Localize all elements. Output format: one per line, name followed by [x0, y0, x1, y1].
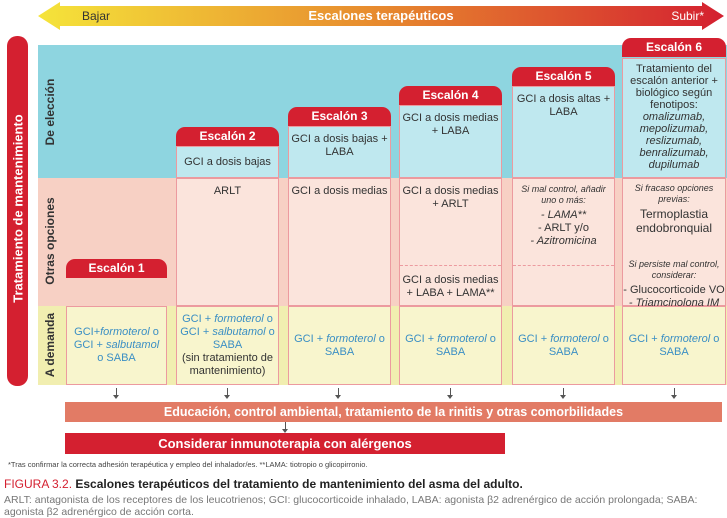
- step-4-demanda: GCI + formoterol o SABA: [399, 306, 502, 385]
- footnote: *Tras confirmar la correcta adhesión ter…: [8, 460, 368, 469]
- step-2-demanda: GCI + formoterol o GCI + salbutamol o SA…: [176, 306, 279, 385]
- step-3-demanda: GCI + formoterol o SABA: [288, 306, 391, 385]
- down-arrow-icon: [224, 388, 230, 399]
- education-bar: Educación, control ambiental, tratamient…: [65, 402, 722, 422]
- step-2-eleccion: GCI a dosis bajas: [176, 146, 279, 178]
- step-4-otras-2: GCI a dosis medias + LABA + LAMA**: [402, 274, 499, 299]
- step-6-demanda: GCI + formoterol o SABA: [622, 306, 726, 385]
- step-5-otras: Si mal control, añadir uno o más: - LAMA…: [512, 178, 615, 306]
- step-1-header: Escalón 1: [66, 259, 167, 278]
- arrow-title: Escalones terapéuticos: [308, 8, 454, 23]
- step-4-eleccion: GCI a dosis medias + LABA: [399, 105, 502, 178]
- step-3-otras: GCI a dosis medias: [288, 178, 391, 306]
- down-arrow-icon: [447, 388, 453, 399]
- step-6-eleccion: Tratamiento del escalón anterior + bioló…: [622, 58, 726, 178]
- down-arrow-icon: [335, 388, 341, 399]
- step-4-header: Escalón 4: [399, 86, 502, 105]
- row-label-otras: Otras opciones: [43, 197, 57, 285]
- step-6-header: Escalón 6: [622, 38, 726, 57]
- down-arrow-icon: [671, 388, 677, 399]
- step-1-demanda: GCI+formoterol o GCI + salbutamol o SABA: [66, 306, 167, 385]
- step-2-otras: ARLT: [176, 178, 279, 306]
- row-label-demanda: A demanda: [43, 312, 57, 378]
- immunotherapy-bar: Considerar inmunoterapia con alérgenos: [65, 433, 505, 454]
- step-direction-arrow: Bajar Escalones terapéuticos Subir*: [38, 2, 724, 30]
- step-5-header: Escalón 5: [512, 67, 615, 86]
- down-arrow-icon: [282, 422, 288, 433]
- step-6-otras: Si fracaso opciones previas: Termoplasti…: [622, 178, 726, 309]
- step-up-label: Subir*: [671, 9, 704, 23]
- down-arrow-icon: [560, 388, 566, 399]
- side-label: Tratamiento de mantenimiento: [10, 114, 26, 303]
- row-label-eleccion: De elección: [43, 78, 57, 146]
- side-label-bar: Tratamiento de mantenimiento: [7, 36, 28, 386]
- step-3-eleccion: GCI a dosis bajas + LABA: [288, 126, 391, 178]
- down-arrow-icon: [113, 388, 119, 399]
- figure-description: ARLT: antagonista de los receptores de l…: [4, 494, 698, 518]
- step-3-header: Escalón 3: [288, 107, 391, 126]
- step-5-demanda: GCI + formoterol o SABA: [512, 306, 615, 385]
- step-down-label: Bajar: [82, 9, 111, 23]
- step-2-header: Escalón 2: [176, 127, 279, 146]
- figure-caption: FIGURA 3.2. Escalones terapéuticos del t…: [4, 477, 523, 491]
- step-5-eleccion: GCI a dosis altas + LABA: [512, 86, 615, 178]
- step-4-otras: GCI a dosis medias + ARLT GCI a dosis me…: [399, 178, 502, 306]
